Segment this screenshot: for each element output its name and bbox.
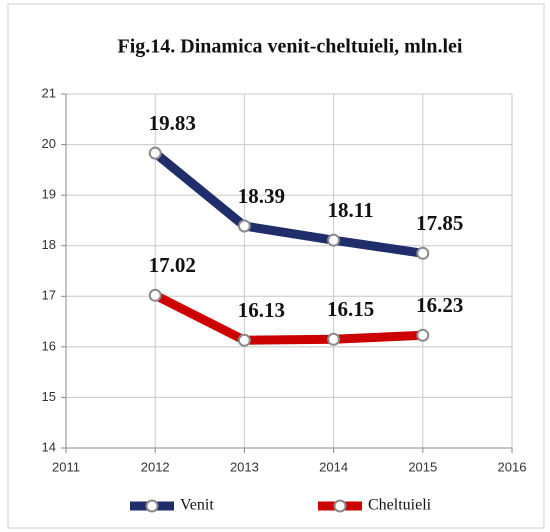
- y-tick-label: 17: [42, 288, 56, 303]
- legend-label: Venit: [180, 497, 214, 514]
- y-tick-label: 15: [42, 389, 56, 404]
- y-tick-label: 18: [42, 237, 56, 252]
- x-tick-label: 2012: [141, 459, 170, 474]
- data-label: 17.85: [416, 211, 463, 235]
- y-tick-label: 21: [42, 85, 56, 100]
- x-tick-label: 2011: [52, 459, 80, 474]
- point: [237, 333, 251, 347]
- point: [237, 219, 251, 233]
- data-label: 16.13: [238, 298, 285, 322]
- y-tick-label: 19: [42, 187, 56, 202]
- point: [148, 288, 162, 302]
- x-tick-label: 2016: [498, 459, 527, 474]
- legend-marker: [333, 499, 347, 513]
- data-label: 18.11: [328, 198, 374, 222]
- data-label: 16.23: [416, 293, 463, 317]
- legend-label: Cheltuieli: [368, 497, 432, 514]
- y-tick-label: 16: [42, 338, 56, 353]
- legend-marker: [145, 499, 159, 513]
- point: [416, 246, 430, 260]
- point: [327, 332, 341, 346]
- x-tick-label: 2014: [319, 459, 348, 474]
- point: [416, 328, 430, 342]
- chart-title: Fig.14. Dinamica venit-cheltuieli, mln.l…: [118, 36, 463, 58]
- point: [148, 146, 162, 160]
- data-label: 16.15: [327, 297, 374, 321]
- x-tick-label: 2013: [230, 459, 259, 474]
- chart-frame: [7, 3, 545, 529]
- data-label: 17.02: [149, 253, 196, 277]
- data-label: 19.83: [149, 111, 196, 135]
- series-line: [152, 149, 424, 258]
- data-label: 18.39: [238, 184, 285, 208]
- x-tick-label: 2015: [408, 459, 437, 474]
- point: [327, 233, 341, 247]
- y-tick-label: 20: [42, 136, 56, 151]
- series-line: [153, 291, 424, 345]
- y-tick-label: 14: [42, 439, 56, 454]
